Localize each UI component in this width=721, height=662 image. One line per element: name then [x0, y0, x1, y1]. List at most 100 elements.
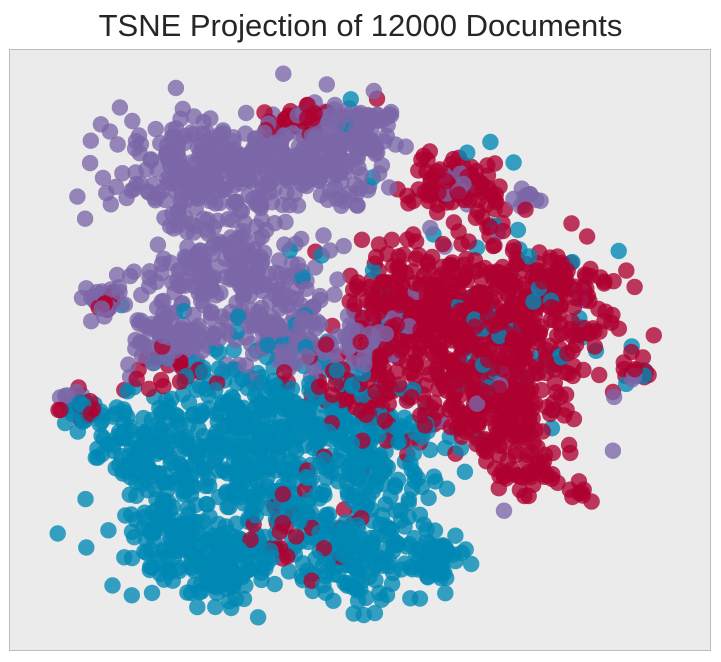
scatter-point [419, 262, 437, 279]
scatter-point [141, 561, 158, 579]
scatter-point [211, 404, 229, 422]
scatter-point [487, 191, 504, 208]
scatter-point [534, 273, 551, 290]
scatter-point [164, 572, 181, 589]
scatter-point [266, 215, 283, 232]
scatter-point [549, 248, 566, 265]
scatter-point [447, 309, 464, 326]
scatter-point [400, 494, 417, 512]
scatter-point [109, 136, 126, 153]
scatter-point [49, 525, 66, 542]
scatter-point [344, 492, 361, 509]
scatter-point [142, 152, 160, 169]
scatter-point [94, 169, 112, 187]
scatter-point [207, 598, 224, 616]
scatter-point [225, 129, 242, 146]
scatter-point [412, 321, 429, 338]
scatter-point [137, 456, 154, 473]
scatter-point [444, 374, 461, 391]
scatter-point [307, 550, 324, 567]
scatter-point [145, 532, 163, 550]
scatter-point [548, 271, 565, 289]
scatter-point [275, 144, 293, 162]
scatter-point [326, 286, 343, 303]
scatter-point [312, 291, 329, 309]
scatter-point [197, 477, 214, 495]
scatter-point [400, 508, 417, 526]
scatter-point [560, 436, 578, 454]
scatter-point [398, 353, 416, 371]
scatter-point [468, 395, 486, 412]
scatter-point [231, 541, 248, 558]
scatter-point [248, 218, 265, 235]
scatter-point [232, 278, 249, 295]
scatter-point [58, 387, 76, 404]
chart-title: TSNE Projection of 12000 Documents [98, 8, 623, 43]
scatter-point [492, 273, 509, 290]
scatter-point [311, 419, 328, 436]
scatter-point [430, 184, 447, 201]
scatter-point [149, 236, 167, 253]
scatter-point [312, 186, 330, 204]
scatter-point [132, 333, 149, 351]
scatter-point [114, 165, 131, 182]
scatter-point [199, 542, 217, 559]
scatter-point [281, 402, 298, 419]
scatter-point [327, 376, 344, 393]
scatter-point [298, 468, 315, 486]
scatter-point [310, 457, 327, 475]
scatter-point [203, 156, 220, 173]
scatter-point [582, 260, 599, 278]
scatter-point [270, 280, 287, 297]
scatter-point [371, 280, 388, 297]
scatter-point [460, 233, 477, 250]
scatter-point [416, 417, 434, 434]
scatter-point [289, 256, 307, 273]
scatter-point [197, 439, 214, 456]
scatter-point [387, 502, 405, 519]
scatter-point [376, 412, 394, 429]
scatter-point [229, 308, 247, 325]
scatter-point [344, 557, 362, 574]
scatter-point [250, 230, 267, 248]
scatter-point [172, 355, 189, 372]
scatter-point [174, 100, 191, 118]
scatter-point [343, 435, 361, 452]
scatter-point [52, 401, 69, 419]
scatter-point [389, 259, 406, 276]
scatter-point [124, 112, 141, 130]
scatter-point [517, 201, 534, 218]
scatter-point [478, 453, 495, 470]
scatter-point [410, 247, 427, 264]
scatter-point [160, 329, 178, 346]
scatter-point [122, 267, 139, 285]
scatter-point [156, 499, 173, 516]
scatter-point [164, 474, 181, 491]
scatter-point [249, 188, 266, 206]
scatter-point [137, 472, 154, 489]
scatter-point [195, 463, 213, 480]
scatter-point [245, 345, 262, 362]
scatter-point [223, 388, 240, 406]
scatter-point [365, 82, 382, 100]
scatter-point [180, 394, 198, 411]
scatter-point [335, 237, 352, 255]
scatter-point [557, 364, 574, 381]
scatter-point [618, 262, 635, 279]
scatter-point [123, 587, 140, 604]
scatter-point [450, 223, 467, 240]
scatter-point [482, 133, 499, 151]
scatter-point [335, 545, 352, 563]
scatter-point [253, 255, 270, 273]
scatter-point [396, 555, 414, 572]
scatter-point [132, 443, 149, 461]
scatter-point [481, 218, 498, 236]
scatter-point [505, 154, 522, 171]
scatter-point [220, 160, 238, 177]
scatter-point [333, 173, 350, 190]
scatter-point [325, 566, 342, 583]
scatter-point [315, 227, 332, 244]
scatter-point [298, 177, 315, 195]
scatter-point [161, 172, 178, 189]
scatter-point [194, 342, 211, 360]
